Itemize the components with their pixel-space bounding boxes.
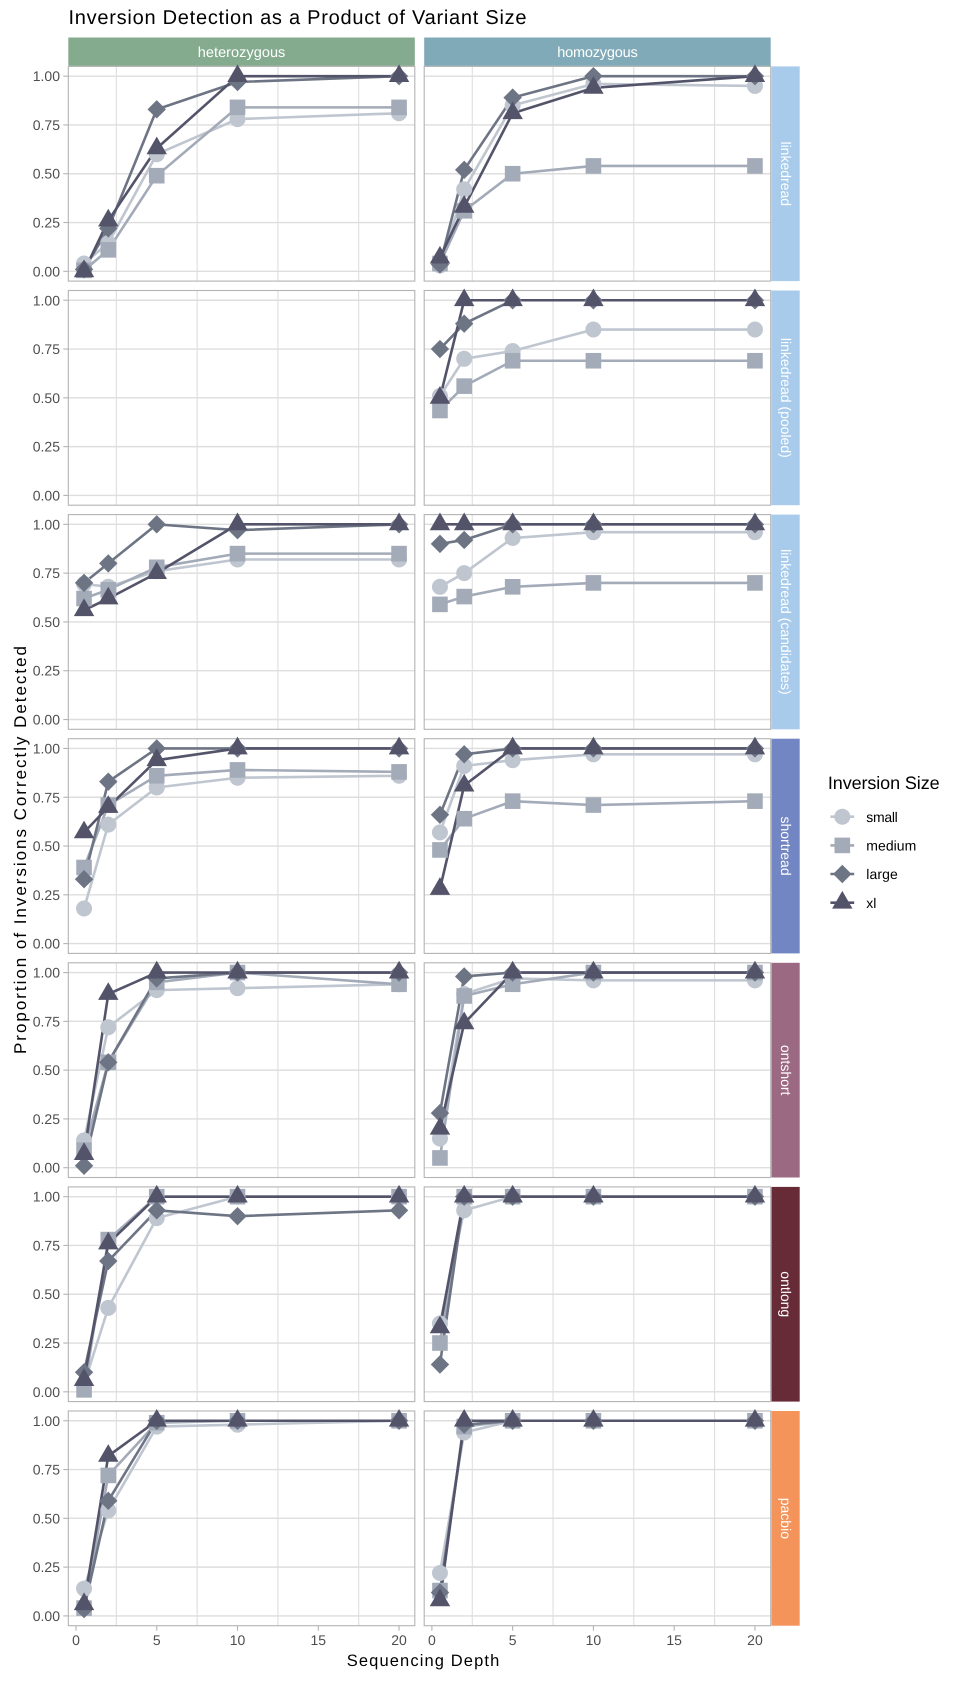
- svg-text:Inversion Size: Inversion Size: [828, 773, 940, 793]
- svg-text:10: 10: [586, 1632, 602, 1648]
- svg-text:linkedread (candidates): linkedread (candidates): [778, 549, 794, 695]
- svg-text:0.00: 0.00: [33, 1160, 60, 1176]
- svg-text:0.75: 0.75: [33, 565, 60, 581]
- svg-text:0.00: 0.00: [33, 263, 60, 279]
- svg-text:linkedread: linkedread: [778, 141, 794, 206]
- svg-text:ontshort: ontshort: [778, 1045, 794, 1096]
- svg-text:0: 0: [428, 1632, 436, 1648]
- svg-text:0.25: 0.25: [33, 215, 60, 231]
- svg-text:1.00: 1.00: [33, 516, 60, 532]
- svg-text:Inversion Detection as a Produ: Inversion Detection as a Product of Vari…: [69, 7, 527, 29]
- svg-text:homozygous: homozygous: [557, 45, 638, 61]
- svg-text:0: 0: [72, 1632, 80, 1648]
- svg-text:20: 20: [747, 1632, 763, 1648]
- svg-text:5: 5: [509, 1632, 517, 1648]
- svg-text:0.75: 0.75: [33, 117, 60, 133]
- svg-text:1.00: 1.00: [33, 1189, 60, 1205]
- svg-text:15: 15: [666, 1632, 682, 1648]
- svg-text:0.75: 0.75: [33, 1013, 60, 1029]
- svg-text:Sequencing Depth: Sequencing Depth: [347, 1652, 500, 1670]
- svg-text:0.00: 0.00: [33, 1384, 60, 1400]
- svg-text:0.00: 0.00: [33, 1608, 60, 1624]
- svg-text:xl: xl: [866, 895, 876, 911]
- svg-text:small: small: [866, 809, 898, 825]
- svg-text:medium: medium: [866, 838, 916, 854]
- svg-text:0.25: 0.25: [33, 1335, 60, 1351]
- svg-text:0.50: 0.50: [33, 1062, 60, 1078]
- svg-text:0.75: 0.75: [33, 341, 60, 357]
- svg-text:0.75: 0.75: [33, 1462, 60, 1478]
- svg-text:20: 20: [391, 1632, 407, 1648]
- svg-text:15: 15: [310, 1632, 326, 1648]
- svg-text:ontlong: ontlong: [778, 1271, 794, 1317]
- svg-text:1.00: 1.00: [33, 965, 60, 981]
- svg-text:1.00: 1.00: [33, 1413, 60, 1429]
- svg-text:0.50: 0.50: [33, 838, 60, 854]
- svg-text:0.25: 0.25: [33, 887, 60, 903]
- svg-text:0.50: 0.50: [33, 166, 60, 182]
- svg-text:0.50: 0.50: [33, 1286, 60, 1302]
- svg-text:1.00: 1.00: [33, 68, 60, 84]
- svg-text:pacbio: pacbio: [778, 1498, 794, 1539]
- svg-text:linkedread (pooled): linkedread (pooled): [778, 338, 794, 458]
- svg-text:0.00: 0.00: [33, 487, 60, 503]
- svg-text:heterozygous: heterozygous: [198, 45, 285, 61]
- svg-text:0.00: 0.00: [33, 936, 60, 952]
- svg-text:0.50: 0.50: [33, 614, 60, 630]
- svg-text:0.75: 0.75: [33, 1237, 60, 1253]
- svg-text:0.25: 0.25: [33, 439, 60, 455]
- svg-text:0.75: 0.75: [33, 789, 60, 805]
- svg-text:0.25: 0.25: [33, 1111, 60, 1127]
- svg-text:10: 10: [230, 1632, 246, 1648]
- svg-text:1.00: 1.00: [33, 740, 60, 756]
- svg-text:0.50: 0.50: [33, 390, 60, 406]
- svg-text:0.25: 0.25: [33, 1559, 60, 1575]
- svg-text:0.50: 0.50: [33, 1510, 60, 1526]
- svg-text:shortread: shortread: [778, 816, 794, 875]
- svg-text:0.00: 0.00: [33, 712, 60, 728]
- svg-text:1.00: 1.00: [33, 292, 60, 308]
- svg-text:0.25: 0.25: [33, 663, 60, 679]
- svg-text:5: 5: [153, 1632, 161, 1648]
- svg-text:large: large: [866, 866, 898, 882]
